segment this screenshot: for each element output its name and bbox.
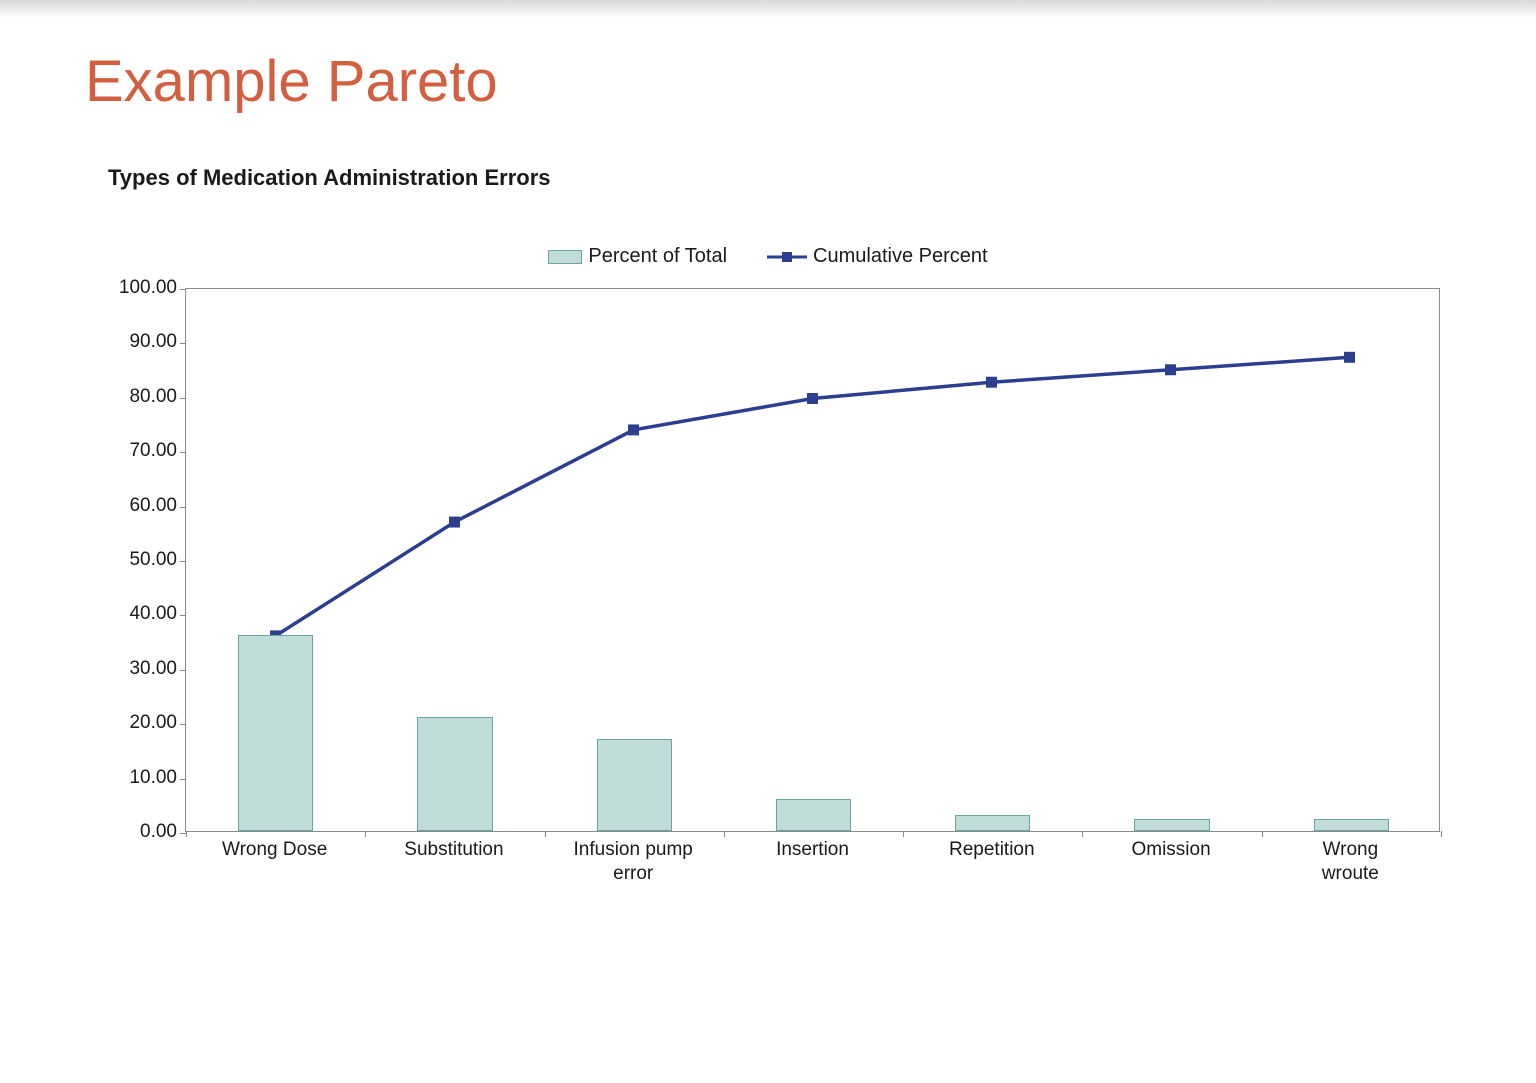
y-tick-label: 100.00 — [107, 277, 177, 299]
legend-item-bar: Percent of Total — [548, 245, 727, 268]
chart-legend: Percent of Total Cumulative Percent — [0, 245, 1536, 268]
x-tick-mark — [903, 831, 904, 837]
line-marker-icon — [628, 424, 639, 435]
bar-swatch-icon — [548, 250, 582, 264]
bar — [238, 635, 313, 831]
line-marker-icon — [986, 377, 997, 388]
x-tick-mark — [1262, 831, 1263, 837]
chart-subtitle: Types of Medication Administration Error… — [108, 165, 551, 191]
cumulative-line — [186, 289, 1439, 831]
legend-item-line: Cumulative Percent — [767, 245, 988, 268]
bar — [1134, 819, 1209, 832]
y-tick-mark — [180, 670, 186, 671]
y-tick-mark — [180, 452, 186, 453]
x-tick-label: Omission — [1131, 838, 1210, 862]
bar — [597, 739, 672, 831]
y-tick-mark — [180, 779, 186, 780]
x-tick-mark — [1441, 831, 1442, 837]
x-tick-label: Insertion — [776, 838, 849, 862]
bar — [1314, 819, 1389, 832]
line-marker-icon — [807, 393, 818, 404]
y-tick-label: 30.00 — [107, 658, 177, 680]
x-tick-label: Repetition — [949, 838, 1035, 862]
y-tick-label: 70.00 — [107, 440, 177, 462]
line-marker-icon — [1165, 364, 1176, 375]
y-tick-label: 20.00 — [107, 712, 177, 734]
legend-bar-label: Percent of Total — [588, 245, 727, 268]
x-tick-label: Wrong wroute — [1306, 838, 1396, 886]
y-tick-label: 10.00 — [107, 767, 177, 789]
y-tick-label: 80.00 — [107, 386, 177, 408]
x-tick-label: Substitution — [404, 838, 503, 862]
y-tick-label: 40.00 — [107, 603, 177, 625]
y-tick-mark — [180, 724, 186, 725]
x-tick-mark — [365, 831, 366, 837]
line-swatch-icon — [767, 250, 807, 264]
x-tick-mark — [545, 831, 546, 837]
line-marker-icon — [449, 517, 460, 528]
pareto-chart: 0.00 10.00 20.00 30.00 40.00 50.00 60.00 70.00 8… — [105, 288, 1440, 868]
x-tick-mark — [1082, 831, 1083, 837]
y-tick-label: 90.00 — [107, 331, 177, 353]
x-tick-mark — [724, 831, 725, 837]
y-tick-mark — [180, 615, 186, 616]
legend-line-label: Cumulative Percent — [813, 245, 988, 268]
bar — [417, 717, 492, 831]
page-title: Example Pareto — [85, 48, 498, 115]
x-tick-label: Infusion pump error — [574, 838, 693, 886]
y-tick-mark — [180, 561, 186, 562]
y-tick-label: 0.00 — [107, 821, 177, 843]
x-tick-mark — [186, 831, 187, 837]
y-tick-mark — [180, 343, 186, 344]
bar — [776, 799, 851, 831]
y-tick-mark — [180, 507, 186, 508]
top-gradient-bar — [0, 0, 1536, 18]
bar — [955, 815, 1030, 831]
y-tick-label: 60.00 — [107, 495, 177, 517]
plot-area — [185, 288, 1440, 832]
y-tick-mark — [180, 289, 186, 290]
y-tick-mark — [180, 398, 186, 399]
line-marker-icon — [1344, 352, 1355, 363]
y-tick-label: 50.00 — [107, 549, 177, 571]
x-tick-label: Wrong Dose — [222, 838, 327, 862]
